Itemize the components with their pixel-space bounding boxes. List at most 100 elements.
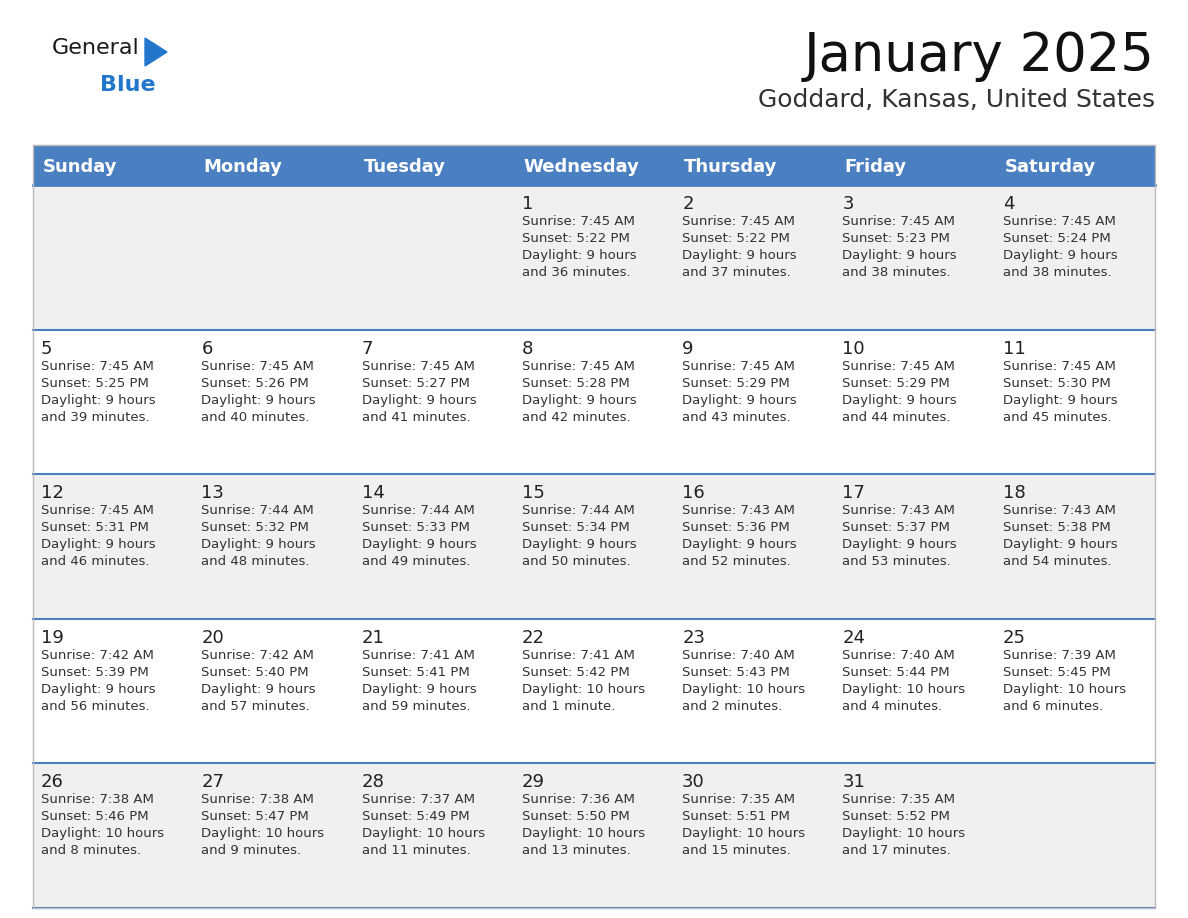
Text: Sunrise: 7:45 AM: Sunrise: 7:45 AM <box>682 215 795 228</box>
Text: Sunset: 5:34 PM: Sunset: 5:34 PM <box>522 521 630 534</box>
Text: Sunrise: 7:40 AM: Sunrise: 7:40 AM <box>842 649 955 662</box>
Text: Sunrise: 7:45 AM: Sunrise: 7:45 AM <box>522 360 634 373</box>
Text: 4: 4 <box>1003 195 1015 213</box>
Text: 30: 30 <box>682 773 704 791</box>
Text: 24: 24 <box>842 629 865 647</box>
Text: and 40 minutes.: and 40 minutes. <box>201 410 310 423</box>
Text: Sunset: 5:42 PM: Sunset: 5:42 PM <box>522 666 630 678</box>
Text: 1: 1 <box>522 195 533 213</box>
Text: Sunrise: 7:38 AM: Sunrise: 7:38 AM <box>201 793 314 806</box>
Text: January 2025: January 2025 <box>804 30 1155 82</box>
Text: Daylight: 10 hours: Daylight: 10 hours <box>682 827 805 840</box>
Text: Sunset: 5:49 PM: Sunset: 5:49 PM <box>361 811 469 823</box>
Text: Sunset: 5:32 PM: Sunset: 5:32 PM <box>201 521 309 534</box>
Text: Daylight: 9 hours: Daylight: 9 hours <box>201 394 316 407</box>
Text: Daylight: 9 hours: Daylight: 9 hours <box>361 394 476 407</box>
Text: 28: 28 <box>361 773 385 791</box>
Text: Blue: Blue <box>100 75 156 95</box>
Text: Sunrise: 7:44 AM: Sunrise: 7:44 AM <box>361 504 474 517</box>
Text: and 37 minutes.: and 37 minutes. <box>682 266 791 279</box>
Text: and 13 minutes.: and 13 minutes. <box>522 845 631 857</box>
Text: Sunrise: 7:45 AM: Sunrise: 7:45 AM <box>682 360 795 373</box>
Text: 23: 23 <box>682 629 706 647</box>
Text: Sunset: 5:52 PM: Sunset: 5:52 PM <box>842 811 950 823</box>
Text: Daylight: 9 hours: Daylight: 9 hours <box>42 394 156 407</box>
Text: 10: 10 <box>842 340 865 358</box>
Bar <box>33 185 1155 330</box>
Text: and 53 minutes.: and 53 minutes. <box>842 555 952 568</box>
Polygon shape <box>145 38 168 66</box>
Text: Daylight: 10 hours: Daylight: 10 hours <box>42 827 164 840</box>
Text: and 44 minutes.: and 44 minutes. <box>842 410 950 423</box>
Text: Daylight: 9 hours: Daylight: 9 hours <box>201 683 316 696</box>
Text: Sunset: 5:50 PM: Sunset: 5:50 PM <box>522 811 630 823</box>
Text: Sunset: 5:31 PM: Sunset: 5:31 PM <box>42 521 148 534</box>
Text: and 36 minutes.: and 36 minutes. <box>522 266 631 279</box>
Text: Daylight: 9 hours: Daylight: 9 hours <box>1003 538 1118 551</box>
Text: 12: 12 <box>42 484 64 502</box>
Text: Sunset: 5:51 PM: Sunset: 5:51 PM <box>682 811 790 823</box>
Text: 3: 3 <box>842 195 854 213</box>
Text: Sunset: 5:23 PM: Sunset: 5:23 PM <box>842 232 950 245</box>
Text: Daylight: 9 hours: Daylight: 9 hours <box>842 538 958 551</box>
Text: and 46 minutes.: and 46 minutes. <box>42 555 150 568</box>
Text: and 39 minutes.: and 39 minutes. <box>42 410 150 423</box>
Text: 18: 18 <box>1003 484 1025 502</box>
Text: Sunrise: 7:43 AM: Sunrise: 7:43 AM <box>1003 504 1116 517</box>
Text: General: General <box>52 38 140 58</box>
Text: Daylight: 9 hours: Daylight: 9 hours <box>42 538 156 551</box>
Text: Sunrise: 7:45 AM: Sunrise: 7:45 AM <box>522 215 634 228</box>
Text: 27: 27 <box>201 773 225 791</box>
Text: and 52 minutes.: and 52 minutes. <box>682 555 791 568</box>
Text: Sunday: Sunday <box>43 158 118 176</box>
Text: Sunrise: 7:40 AM: Sunrise: 7:40 AM <box>682 649 795 662</box>
Text: Sunrise: 7:41 AM: Sunrise: 7:41 AM <box>361 649 474 662</box>
Text: Sunrise: 7:43 AM: Sunrise: 7:43 AM <box>842 504 955 517</box>
Text: Daylight: 9 hours: Daylight: 9 hours <box>361 683 476 696</box>
Text: Daylight: 9 hours: Daylight: 9 hours <box>522 538 637 551</box>
Text: 25: 25 <box>1003 629 1025 647</box>
Text: Sunset: 5:46 PM: Sunset: 5:46 PM <box>42 811 148 823</box>
Text: Sunrise: 7:45 AM: Sunrise: 7:45 AM <box>842 360 955 373</box>
Text: Sunset: 5:38 PM: Sunset: 5:38 PM <box>1003 521 1111 534</box>
Text: Sunrise: 7:42 AM: Sunrise: 7:42 AM <box>201 649 314 662</box>
Text: 8: 8 <box>522 340 533 358</box>
Text: and 41 minutes.: and 41 minutes. <box>361 410 470 423</box>
Text: Sunrise: 7:45 AM: Sunrise: 7:45 AM <box>361 360 474 373</box>
Text: and 57 minutes.: and 57 minutes. <box>201 700 310 712</box>
Text: Sunset: 5:44 PM: Sunset: 5:44 PM <box>842 666 950 678</box>
Text: Daylight: 9 hours: Daylight: 9 hours <box>842 394 958 407</box>
Bar <box>33 764 1155 908</box>
Text: Daylight: 9 hours: Daylight: 9 hours <box>1003 249 1118 262</box>
Text: Sunrise: 7:35 AM: Sunrise: 7:35 AM <box>682 793 795 806</box>
Text: Daylight: 10 hours: Daylight: 10 hours <box>842 827 966 840</box>
Text: Daylight: 9 hours: Daylight: 9 hours <box>842 249 958 262</box>
Text: Sunrise: 7:45 AM: Sunrise: 7:45 AM <box>42 504 154 517</box>
Text: 5: 5 <box>42 340 52 358</box>
Text: and 17 minutes.: and 17 minutes. <box>842 845 952 857</box>
Text: Sunrise: 7:45 AM: Sunrise: 7:45 AM <box>1003 215 1116 228</box>
Text: Sunrise: 7:38 AM: Sunrise: 7:38 AM <box>42 793 154 806</box>
Text: 11: 11 <box>1003 340 1025 358</box>
Text: Sunrise: 7:37 AM: Sunrise: 7:37 AM <box>361 793 474 806</box>
Text: Sunset: 5:22 PM: Sunset: 5:22 PM <box>682 232 790 245</box>
Text: Daylight: 10 hours: Daylight: 10 hours <box>522 683 645 696</box>
Text: and 42 minutes.: and 42 minutes. <box>522 410 631 423</box>
Text: Sunset: 5:45 PM: Sunset: 5:45 PM <box>1003 666 1111 678</box>
Text: Sunset: 5:37 PM: Sunset: 5:37 PM <box>842 521 950 534</box>
Text: Tuesday: Tuesday <box>364 158 446 176</box>
Text: Wednesday: Wednesday <box>524 158 639 176</box>
Text: 29: 29 <box>522 773 545 791</box>
Text: Sunset: 5:29 PM: Sunset: 5:29 PM <box>682 376 790 389</box>
Text: 22: 22 <box>522 629 545 647</box>
Text: and 2 minutes.: and 2 minutes. <box>682 700 783 712</box>
Text: Daylight: 10 hours: Daylight: 10 hours <box>1003 683 1126 696</box>
Text: 14: 14 <box>361 484 385 502</box>
Bar <box>33 145 1155 908</box>
Text: 13: 13 <box>201 484 225 502</box>
Text: Monday: Monday <box>203 158 283 176</box>
Text: Daylight: 10 hours: Daylight: 10 hours <box>522 827 645 840</box>
Text: Sunset: 5:29 PM: Sunset: 5:29 PM <box>842 376 950 389</box>
Text: Sunset: 5:26 PM: Sunset: 5:26 PM <box>201 376 309 389</box>
Text: and 56 minutes.: and 56 minutes. <box>42 700 150 712</box>
